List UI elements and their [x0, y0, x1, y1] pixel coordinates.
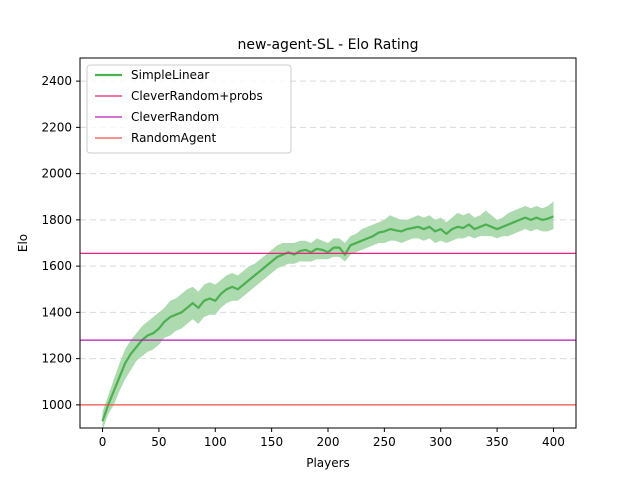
simplelinear-line: [101, 215, 554, 422]
x-tick-label: 0: [99, 435, 107, 449]
x-axis-ticks: 0 50 100 150 200 250 300 350 400: [99, 428, 565, 449]
legend-label-randomagent: RandomAgent: [131, 131, 216, 145]
y-tick-label: 2200: [41, 120, 72, 134]
x-tick-label: 100: [204, 435, 227, 449]
y-axis-ticks: 1000 1200 1400 1600 1800 2000 2200 2400: [41, 74, 80, 412]
x-tick-label: 250: [373, 435, 396, 449]
x-tick-label: 350: [486, 435, 509, 449]
x-tick-label: 300: [429, 435, 452, 449]
legend-label-cleverrandom-probs: CleverRandom+probs: [131, 89, 263, 103]
y-tick-label: 2000: [41, 167, 72, 181]
y-tick-label: 1000: [41, 398, 72, 412]
x-axis-label: Players: [306, 456, 350, 470]
x-tick-label: 200: [317, 435, 340, 449]
legend: SimpleLinear CleverRandom+probs CleverRand…: [86, 64, 292, 154]
series-line-layer: [80, 215, 576, 422]
x-tick-label: 150: [260, 435, 283, 449]
y-tick-label: 1600: [41, 259, 72, 273]
y-tick-label: 1200: [41, 352, 72, 366]
legend-label-cleverrandom: CleverRandom: [131, 110, 219, 124]
y-tick-label: 1400: [41, 305, 72, 319]
x-tick-label: 400: [542, 435, 565, 449]
y-tick-label: 1800: [41, 213, 72, 227]
y-tick-label: 2400: [41, 74, 72, 88]
chart-title: new-agent-SL - Elo Rating: [237, 37, 418, 53]
y-axis-label: Elo: [16, 234, 30, 252]
x-tick-label: 50: [151, 435, 166, 449]
legend-label-simplelinear: SimpleLinear: [131, 68, 209, 82]
legend-box: [86, 64, 292, 154]
